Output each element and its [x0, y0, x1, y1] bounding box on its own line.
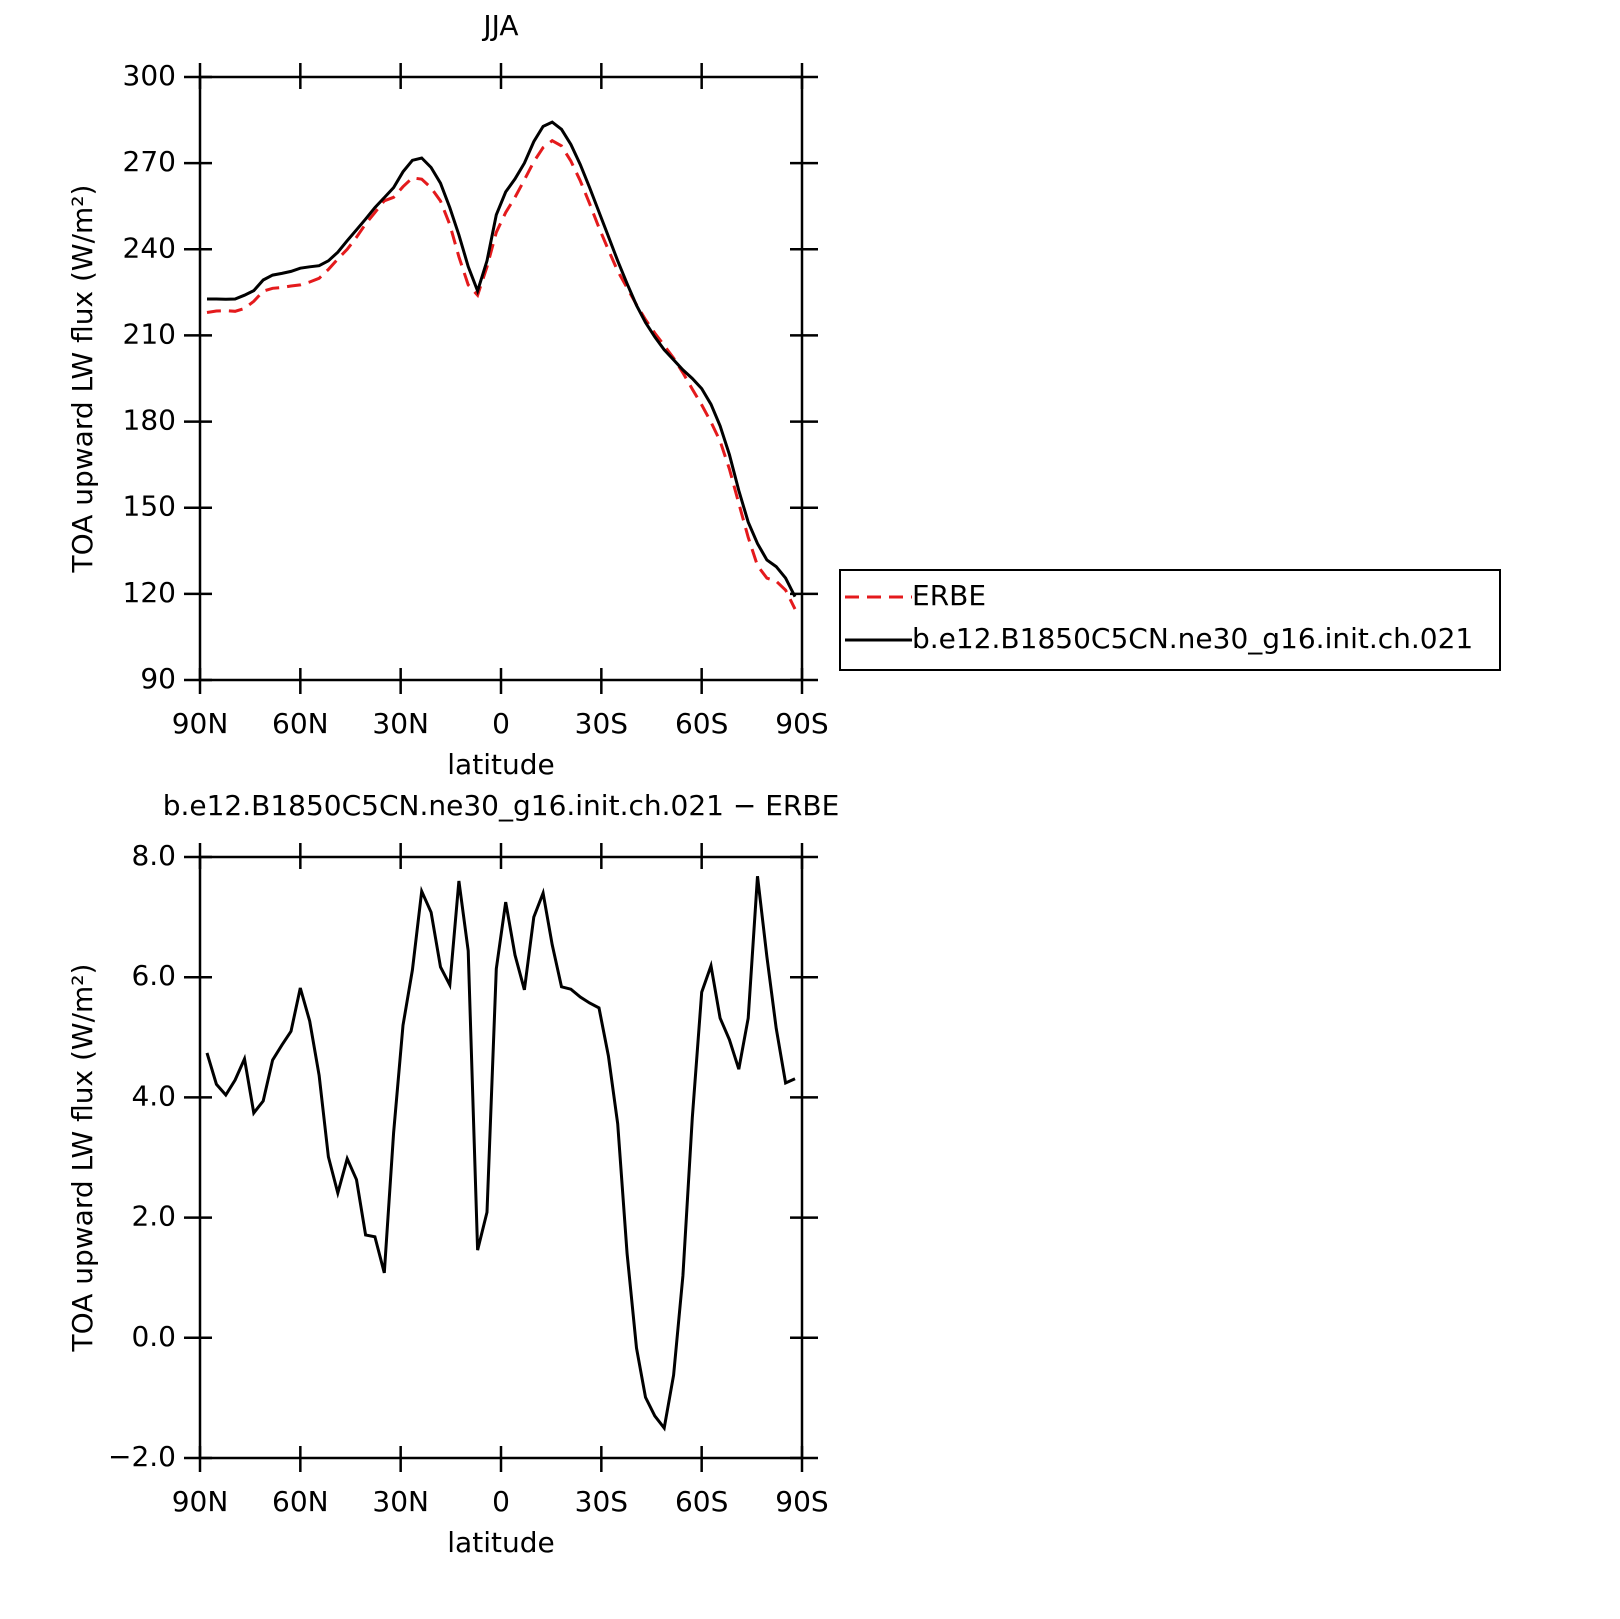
x-tick-label: 60N [272, 1485, 329, 1518]
x-axis-label: latitude [447, 1526, 554, 1559]
x-tick-label: 90S [775, 1485, 828, 1518]
y-tick-label: 2.0 [131, 1200, 176, 1233]
y-tick-label: 240 [123, 231, 176, 264]
legend-box [839, 569, 1501, 671]
x-tick-label: 0 [492, 707, 510, 740]
plot-frame [198, 75, 804, 682]
x-tick-label: 90N [172, 1485, 229, 1518]
series-line [207, 120, 797, 598]
legend-label: b.e12.B1850C5CN.ne30_g16.init.ch.021 [912, 622, 1473, 655]
x-tick-label: 30S [575, 1485, 628, 1518]
x-tick-label: 30N [372, 1485, 429, 1518]
y-tick-label: 150 [123, 490, 176, 523]
x-tick-label: 60N [272, 707, 329, 740]
x-tick-label: 0 [492, 1485, 510, 1518]
y-tick-label: 8.0 [131, 839, 176, 872]
x-tick-label: 60S [675, 1485, 728, 1518]
legend-label: ERBE [912, 579, 986, 612]
y-tick-label: 0.0 [131, 1320, 176, 1353]
y-tick-label: 4.0 [131, 1079, 176, 1112]
x-tick-label: 30S [575, 707, 628, 740]
x-tick-label: 90N [172, 707, 229, 740]
y-tick-label: 270 [123, 145, 176, 178]
y-tick-label: 6.0 [131, 959, 176, 992]
x-axis-label: latitude [447, 748, 554, 781]
series-line [205, 876, 796, 1432]
chart-title: JJA [481, 9, 518, 42]
x-tick-label: 90S [775, 707, 828, 740]
plot-frame [198, 855, 804, 1460]
series-line [206, 138, 797, 610]
x-tick-label: 30N [372, 707, 429, 740]
y-axis-label: TOA upward LW flux (W/m²) [66, 185, 99, 574]
y-tick-label: 180 [123, 404, 176, 437]
y-tick-label: −2.0 [108, 1440, 176, 1473]
x-tick-label: 60S [675, 707, 728, 740]
y-axis-label: TOA upward LW flux (W/m²) [66, 964, 99, 1353]
y-tick-label: 300 [123, 59, 176, 92]
y-tick-label: 210 [123, 317, 176, 350]
chart-title: b.e12.B1850C5CN.ne30_g16.init.ch.021 − E… [163, 789, 840, 822]
y-tick-label: 120 [123, 576, 176, 609]
y-tick-label: 90 [140, 662, 176, 695]
